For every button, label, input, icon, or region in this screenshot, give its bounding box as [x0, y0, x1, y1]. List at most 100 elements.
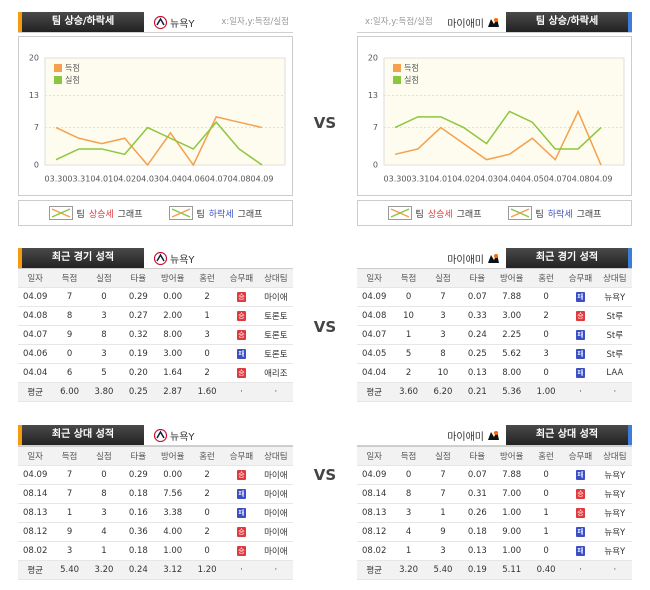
column-header: 방어율 — [155, 268, 190, 288]
table-cell: 3 — [425, 541, 461, 561]
logo-shape — [154, 251, 167, 265]
team-logo — [154, 15, 167, 29]
table-cell: 3 — [425, 306, 461, 326]
table-cell: St루 — [597, 306, 632, 326]
legend-swatch — [54, 64, 62, 72]
team-name: 마이애미 — [447, 18, 484, 30]
column-header: 방어율 — [155, 446, 190, 466]
table-cell: 3.20 — [391, 560, 426, 580]
table-cell: 04.04 — [357, 363, 392, 383]
column-header: 득점 — [52, 446, 87, 466]
table-cell: 3.60 — [391, 382, 426, 402]
x-tick-label: 04.06 — [182, 175, 205, 184]
table-cell: · — [224, 560, 259, 580]
table-cell: 8.00 — [155, 325, 190, 345]
logo-shape — [494, 17, 498, 22]
table-cell: 0.07 — [460, 465, 495, 485]
table-cell: 뉴욕Y — [597, 484, 632, 504]
table-cell: 6.00 — [52, 382, 87, 402]
table-header-row: 일자 득점 실점 타율 방어율 홈런 승무패 상대팀 — [357, 268, 632, 288]
table-cell: 승 — [224, 363, 259, 383]
y-tick-label: 13 — [29, 91, 39, 100]
table-cell: · — [563, 382, 598, 402]
table-cell: 패 — [563, 344, 598, 364]
table-cell: 04.07 — [357, 325, 392, 345]
table-row: 평균 3.60 6.20 0.21 5.36 1.00 · · — [357, 382, 632, 402]
table-cell: 3 — [391, 503, 426, 523]
table-cell: 3 — [189, 325, 225, 345]
table-row: 04.09 7 0 0.29 0.00 2 승 마이애 — [18, 287, 293, 307]
legend-suffix: 그래프 — [237, 209, 263, 220]
result-badge: 패 — [575, 546, 585, 556]
result-badge: 승 — [236, 292, 246, 302]
legend-label: 득점 — [65, 63, 80, 73]
table-row: 08.14 8 7 0.31 7.00 0 승 뉴욕Y — [357, 484, 632, 504]
table-cell: 08.13 — [18, 503, 53, 523]
table-cell: 04.05 — [357, 344, 392, 364]
table-cell: 0 — [189, 541, 225, 561]
table-row: 08.13 1 3 0.16 3.38 0 패 마이애 — [18, 503, 293, 523]
table-cell: 1 — [391, 325, 426, 345]
y-tick-label: 20 — [368, 54, 378, 63]
section-header: 최근 상대 성적 마이애미 — [357, 425, 632, 446]
legend-item: 팀 하락세 그래프 — [168, 206, 263, 220]
table-cell: 마이애 — [258, 287, 293, 307]
legend-suffix: 그래프 — [456, 209, 482, 220]
legend-label: 실점 — [404, 75, 419, 85]
logo-shape — [494, 253, 498, 258]
x-tick-label: 03.31 — [406, 175, 429, 184]
table-header-row: 일자 득점 실점 타율 방어율 홈런 승무패 상대팀 — [357, 446, 632, 466]
result-badge: 승 — [575, 311, 585, 321]
table-cell: St루 — [597, 344, 632, 364]
legend-prefix: 팀 — [196, 209, 205, 220]
table-cell: 3 — [86, 306, 122, 326]
x-tick-label: 03.30 — [384, 175, 407, 184]
table-row: 04.09 0 7 0.07 7.88 0 패 뉴욕Y — [357, 465, 632, 485]
table-cell: 3.00 — [155, 344, 190, 364]
legend-swatch — [393, 76, 401, 84]
trend-legend: 팀 상승세 그래프 팀 하락세 그래프 — [18, 200, 293, 226]
table-cell: 0.21 — [460, 382, 495, 402]
table-cell: 패 — [224, 344, 259, 364]
table-row: 평균 3.20 5.40 0.19 5.11 0.40 · · — [357, 560, 632, 580]
table-cell: 0.33 — [460, 306, 495, 326]
table-cell: 토론토 — [258, 325, 293, 345]
table-cell: 토론토 — [258, 306, 293, 326]
table-cell: 3 — [86, 344, 122, 364]
column-header: 상대팀 — [258, 446, 293, 466]
table-cell: 1 — [425, 503, 461, 523]
table-cell: 7 — [52, 484, 87, 504]
table-cell: 0.29 — [121, 465, 156, 485]
table-cell: 2 — [528, 306, 564, 326]
table-cell: 0.36 — [121, 522, 156, 542]
team-logo — [488, 17, 499, 27]
result-badge: 승 — [236, 546, 246, 556]
legend-item: 팀 상승세 그래프 — [387, 206, 482, 220]
table-cell: 0 — [391, 465, 426, 485]
table-cell: 8 — [425, 344, 461, 364]
table-cell: 0.25 — [460, 344, 495, 364]
x-tick-label: 04.08 — [567, 175, 590, 184]
legend-label: 득점 — [404, 63, 419, 73]
section-tab: 최근 경기 성적 — [18, 248, 144, 268]
result-badge: 승 — [236, 330, 246, 340]
y-tick-label: 13 — [368, 91, 378, 100]
column-header: 실점 — [86, 446, 122, 466]
x-tick-label: 04.07 — [544, 175, 567, 184]
x-tick-label: 04.01 — [429, 175, 452, 184]
series-line — [394, 109, 602, 166]
table-cell: 04.09 — [18, 287, 53, 307]
table-cell: 0.26 — [460, 503, 495, 523]
table-cell: 0 — [86, 465, 122, 485]
table-cell: 0.29 — [121, 287, 156, 307]
table-cell: 04.09 — [357, 287, 392, 307]
table-row: 04.07 1 3 0.24 2.25 0 패 St루 — [357, 325, 632, 345]
column-header: 승무패 — [224, 446, 259, 466]
table-cell: 2 — [391, 363, 426, 383]
table-cell: 뉴욕Y — [597, 503, 632, 523]
table-cell: 패 — [224, 484, 259, 504]
section-tab: 최근 상대 성적 — [506, 425, 632, 445]
table-cell: 1.60 — [189, 382, 225, 402]
table-cell: 7 — [52, 465, 87, 485]
table-cell: 1.20 — [189, 560, 225, 580]
